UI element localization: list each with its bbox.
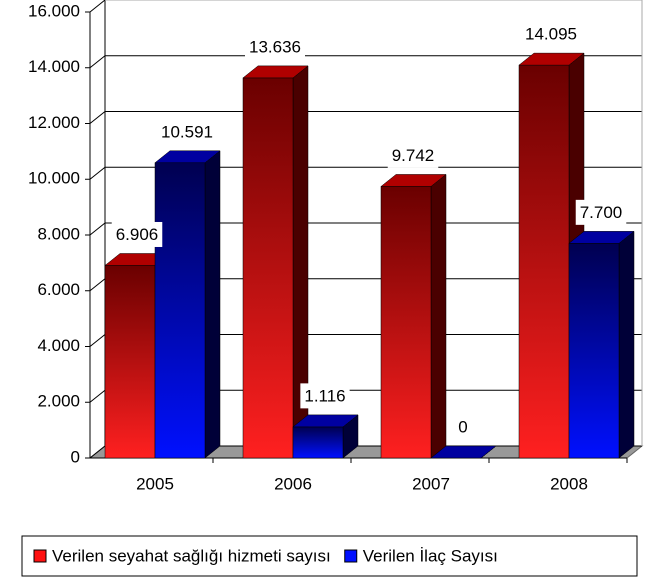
value-label-bg [300, 383, 350, 409]
bar-top [242, 65, 309, 79]
grid-side [89, 55, 106, 69]
y-tick-label: 2.000 [37, 392, 80, 411]
value-label-bg [111, 221, 163, 247]
legend-label: Verilen İlaç Sayısı [363, 546, 498, 565]
value-label: 1.116 [304, 386, 345, 405]
bar [568, 243, 620, 459]
y-tick-label: 14.000 [28, 57, 80, 76]
grid-side [89, 445, 106, 459]
bar-top [154, 150, 221, 164]
legend-label: Verilen seyahat sağlığı hizmeti sayısı [52, 546, 331, 565]
value-label-bg [521, 21, 581, 47]
bar [104, 265, 156, 459]
bar [242, 77, 294, 459]
y-tick-label: 16.000 [28, 1, 80, 20]
grid-side [89, 334, 106, 347]
value-label-bg [575, 199, 627, 225]
bar [380, 186, 432, 459]
y-tick-label: 8.000 [37, 224, 80, 243]
value-label: 7.700 [580, 203, 623, 222]
grid-side [89, 166, 106, 180]
y-tick-label: 12.000 [28, 113, 80, 132]
bar-side [430, 173, 447, 459]
value-label-bg [454, 414, 472, 440]
value-label-bg [245, 34, 305, 60]
bar-top [292, 414, 359, 428]
value-label: 6.906 [116, 225, 159, 244]
bar-top [380, 174, 447, 187]
x-tick-label: 2005 [136, 474, 174, 493]
grid-side [89, 111, 106, 124]
x-tick-label: 2007 [412, 474, 450, 493]
bar-top [518, 52, 585, 66]
y-tick-label: 0 [71, 447, 80, 466]
y-tick-label: 6.000 [37, 280, 80, 299]
value-label: 14.095 [525, 25, 577, 44]
bar [292, 426, 344, 459]
bar [154, 162, 206, 459]
value-label: 9.742 [392, 146, 435, 165]
value-label: 13.636 [249, 37, 301, 56]
grid-side [89, 389, 106, 403]
grid-side [89, 222, 106, 236]
grid-side [89, 278, 106, 292]
legend-swatch [33, 549, 47, 563]
legend-box [21, 535, 638, 577]
value-label-bg [387, 142, 439, 168]
legend-swatch [344, 549, 358, 563]
bar-side [204, 150, 221, 459]
bar-top [568, 231, 635, 244]
y-tick-label: 4.000 [37, 336, 80, 355]
grid-side [89, 0, 106, 13]
value-label: 10.591 [161, 122, 213, 141]
value-label: 0 [458, 417, 467, 436]
bar-side [618, 230, 635, 459]
bar-top [430, 445, 497, 459]
value-label-bg [157, 119, 217, 145]
x-tick-label: 2008 [550, 474, 588, 493]
y-tick-label: 10.000 [28, 169, 80, 188]
x-tick-label: 2006 [274, 474, 312, 493]
bar [518, 64, 570, 459]
